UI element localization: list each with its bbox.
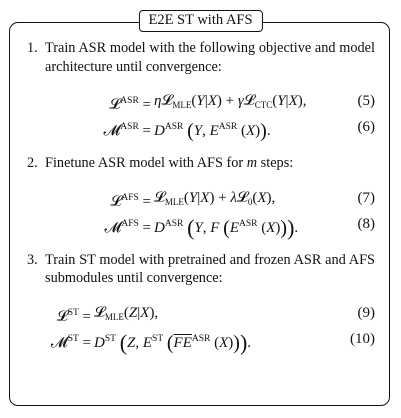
equation-rhs: 𝓛MLE(Y|X) + λ𝓛0(X), bbox=[154, 189, 276, 207]
equation-lhs: 𝓛AFS = bbox=[110, 192, 151, 210]
equation-number: (9) bbox=[357, 304, 376, 321]
equation-number: (6) bbox=[357, 119, 376, 135]
equation-rhs: DASR (Y, F (EASR (X))). bbox=[154, 214, 299, 240]
equation-lhs: 𝓜ASR = bbox=[103, 122, 151, 139]
equation-7: 𝓛AFS = 𝓛MLE(Y|X) + λ𝓛0(X), (7) bbox=[27, 185, 375, 211]
equation-rhs: DASR (Y, EASR (X)). bbox=[154, 120, 271, 142]
equation-rhs: 𝓛MLE(Z|X), bbox=[94, 304, 159, 322]
step-2: 2. Finetune ASR model with AFS for m ste… bbox=[27, 154, 375, 173]
algorithm-steps: 1. Train ASR model with the following ob… bbox=[27, 39, 376, 354]
equation-number: (7) bbox=[357, 189, 376, 206]
equation-lhs: 𝓛ASR = bbox=[109, 96, 151, 113]
equation-9: 𝓛ST = 𝓛MLE(Z|X), (9) bbox=[27, 300, 375, 326]
equation-lhs: 𝓜AFS = bbox=[104, 218, 151, 236]
step-number: 3. bbox=[27, 251, 38, 268]
equation-rhs: DST (Z, EST (FEASR (X))). bbox=[94, 329, 252, 355]
step-text: Train ST model with pretrained and froze… bbox=[45, 251, 375, 287]
algorithm-title: E2E ST with AFS bbox=[138, 10, 263, 32]
equation-8: 𝓜AFS = DASR (Y, F (EASR (X))). (8) bbox=[27, 211, 376, 239]
equation-lhs: 𝓜ST = bbox=[50, 333, 91, 351]
equation-number: (10) bbox=[350, 330, 375, 347]
equation-10: 𝓜ST = DST (Z, EST (FEASR (X))). (10) bbox=[27, 326, 375, 354]
equation-number: (8) bbox=[357, 215, 376, 232]
equation-6: 𝓜ASR = DASR (Y, EASR (X)). (6) bbox=[27, 114, 376, 141]
step-text: Finetune ASR model with AFS for m steps: bbox=[45, 155, 294, 171]
step-number: 2. bbox=[27, 155, 38, 171]
step-text: Train ASR model with the following objec… bbox=[45, 40, 375, 75]
equation-5: 𝓛ASR = η𝓛MLE(Y|X) + γ𝓛CTC(Y|X), (5) bbox=[27, 88, 375, 114]
equation-rhs: η𝓛MLE(Y|X) + γ𝓛CTC(Y|X), bbox=[154, 93, 307, 110]
step-number: 1. bbox=[27, 40, 38, 56]
equation-number: (5) bbox=[357, 93, 376, 109]
equation-lhs: 𝓛ST = bbox=[56, 307, 91, 325]
step-1: 1. Train ASR model with the following ob… bbox=[27, 39, 375, 76]
step-3: 3. Train ST model with pretrained and fr… bbox=[27, 251, 375, 288]
